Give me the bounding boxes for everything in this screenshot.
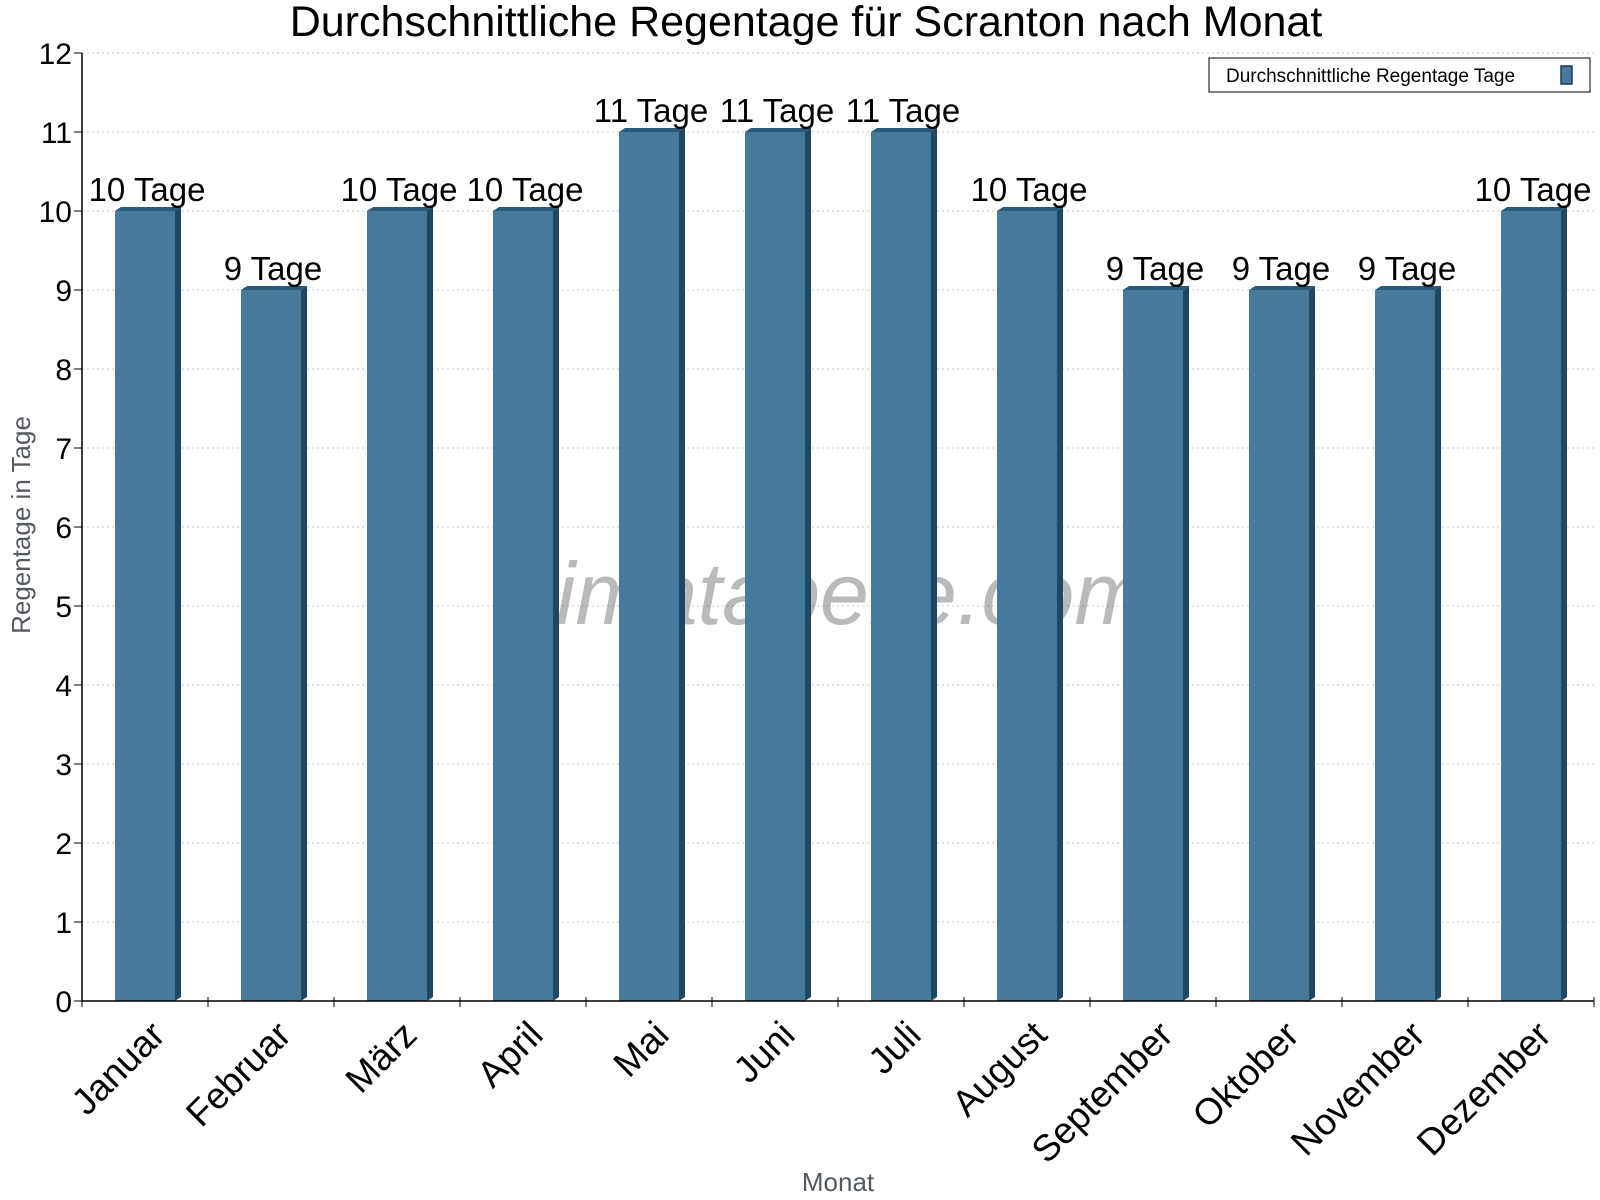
x-tick-label: November <box>1283 1014 1433 1164</box>
y-tick-label: 9 <box>55 275 72 308</box>
bar-side <box>679 128 685 1001</box>
y-tick-label: 2 <box>55 828 72 861</box>
bar-side <box>931 128 937 1001</box>
axes <box>74 52 1595 1007</box>
x-tick-label: Oktober <box>1185 1014 1307 1136</box>
legend-swatch <box>1560 65 1573 85</box>
bar <box>1375 290 1435 1001</box>
x-tick-label: Februar <box>178 1014 299 1135</box>
x-axis-title: Monat <box>802 1167 875 1197</box>
y-tick-label: 3 <box>55 749 72 782</box>
bar-side <box>301 286 307 1001</box>
bar-side <box>1561 207 1567 1001</box>
data-label: 10 Tage <box>467 171 584 208</box>
y-tick-label: 7 <box>55 433 72 466</box>
bar <box>745 132 805 1001</box>
bar-side <box>1435 286 1441 1001</box>
bar-side <box>427 207 433 1001</box>
bar-side <box>1309 286 1315 1001</box>
y-tick-label: 5 <box>55 591 72 624</box>
data-label: 10 Tage <box>1475 171 1592 208</box>
data-label: 11 Tage <box>720 92 834 129</box>
bar-side <box>1057 207 1063 1001</box>
y-tick-label: 0 <box>55 986 72 1019</box>
bar-top <box>745 128 811 132</box>
x-tick-label: Mai <box>606 1014 677 1085</box>
bar-top <box>619 128 685 132</box>
bar-top <box>997 207 1063 211</box>
x-tick-label: Januar <box>64 1014 173 1123</box>
bar-side <box>175 207 181 1001</box>
bar-side <box>805 128 811 1001</box>
data-label: 11 Tage <box>846 92 960 129</box>
chart-title: Durchschnittliche Regentage für Scranton… <box>290 0 1323 46</box>
bar-top <box>493 207 559 211</box>
x-tick-label: Dezember <box>1409 1014 1559 1164</box>
y-tick-label: 12 <box>39 38 72 71</box>
bar-top <box>1501 207 1567 211</box>
bar <box>1123 290 1183 1001</box>
x-tick-label: April <box>469 1014 550 1095</box>
bar <box>493 211 553 1001</box>
data-label: 9 Tage <box>1106 250 1204 287</box>
grid-lines <box>82 52 1594 923</box>
x-tick-label: Juni <box>726 1014 803 1091</box>
data-label: 11 Tage <box>594 92 708 129</box>
y-tick-label: 10 <box>39 196 72 229</box>
bar-side <box>1183 286 1189 1001</box>
x-tick-label: August <box>944 1013 1055 1124</box>
bars <box>115 128 1567 1001</box>
bar-top <box>115 207 181 211</box>
bar-top <box>1249 286 1315 290</box>
y-tick-label: 6 <box>55 512 72 545</box>
x-tick-labels: Januar Februar März April Mai Juni Juli AugustS… <box>64 1013 1559 1170</box>
bar <box>367 211 427 1001</box>
bar-top <box>1375 286 1441 290</box>
legend-label: Durchschnittliche Regentage Tage <box>1226 66 1515 87</box>
bar-top <box>367 207 433 211</box>
legend-box <box>1208 57 1591 93</box>
bar-top <box>1123 286 1189 290</box>
y-tick-label: 4 <box>55 670 72 703</box>
y-axis-title: Regentage in Tage <box>6 416 36 634</box>
bar-side <box>553 207 559 1001</box>
bar <box>241 290 301 1001</box>
data-label: 9 Tage <box>1358 250 1456 287</box>
bar <box>619 132 679 1001</box>
data-label: 9 Tage <box>1232 250 1330 287</box>
bar-top <box>241 286 307 290</box>
y-tick-label: 8 <box>55 354 72 387</box>
legend: Durchschnittliche Regentage Tage <box>1208 57 1591 93</box>
data-label: 10 Tage <box>971 171 1088 208</box>
y-tick-label: 11 <box>41 117 72 150</box>
y-tick-label: 1 <box>55 907 72 940</box>
bar <box>997 211 1057 1001</box>
bar <box>115 211 175 1001</box>
data-label: 10 Tage <box>341 171 458 208</box>
bar <box>1249 290 1309 1001</box>
data-label: 9 Tage <box>224 250 322 287</box>
data-label: 10 Tage <box>89 171 206 208</box>
bar <box>1501 211 1561 1001</box>
bar-top <box>871 128 937 132</box>
x-tick-label: März <box>338 1014 425 1101</box>
x-tick-label: Juli <box>860 1014 928 1082</box>
bar <box>871 132 931 1001</box>
